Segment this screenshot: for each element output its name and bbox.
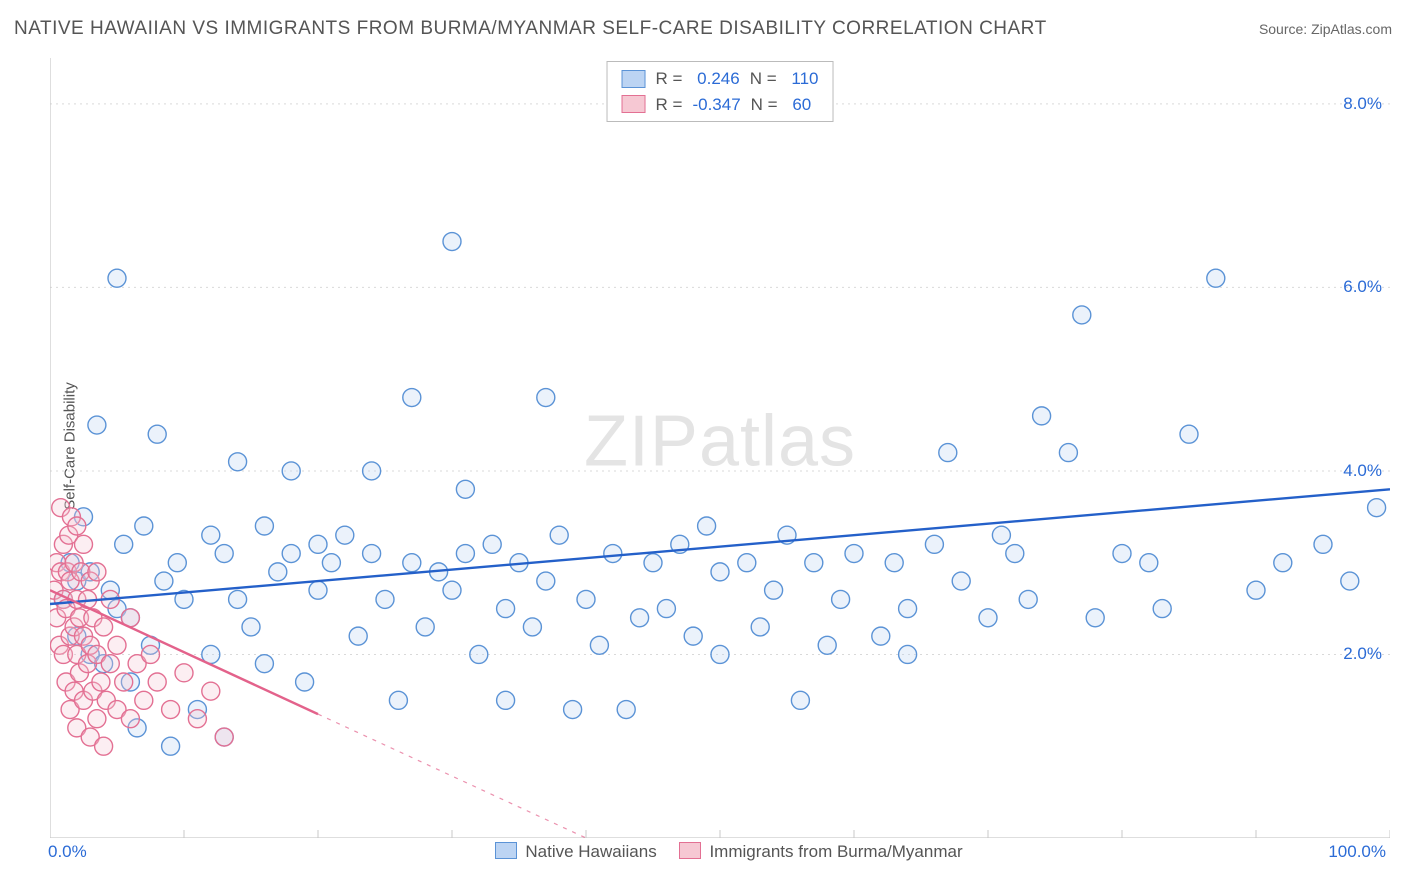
series-legend: Native Hawaiians Immigrants from Burma/M…	[50, 842, 1390, 862]
legend-swatch-1	[495, 842, 517, 859]
legend-swatch-series-1	[622, 70, 646, 88]
legend-N-label: N =	[750, 66, 777, 92]
legend-swatch-series-2	[622, 95, 646, 113]
legend-swatch-2	[679, 842, 701, 859]
chart-area: ZIPatlas R = 0.246 N = 110 R = -0.347 N …	[50, 58, 1390, 838]
legend-N-value-2: 60	[788, 92, 812, 118]
y-tick-label: 2.0%	[1343, 644, 1382, 664]
legend-label-2: Immigrants from Burma/Myanmar	[709, 842, 962, 861]
legend-N-value-1: 110	[787, 66, 819, 92]
y-tick-label: 4.0%	[1343, 461, 1382, 481]
legend-R-label: R =	[656, 66, 683, 92]
y-tick-label: 6.0%	[1343, 277, 1382, 297]
chart-title: NATIVE HAWAIIAN VS IMMIGRANTS FROM BURMA…	[14, 18, 1047, 40]
stats-legend: R = 0.246 N = 110 R = -0.347 N = 60	[607, 61, 834, 122]
y-tick-label: 8.0%	[1343, 94, 1382, 114]
legend-R-value-2: -0.347	[692, 92, 740, 118]
legend-label-1: Native Hawaiians	[525, 842, 656, 861]
source-label: Source: ZipAtlas.com	[1259, 21, 1392, 37]
legend-R-value-1: 0.246	[692, 66, 739, 92]
